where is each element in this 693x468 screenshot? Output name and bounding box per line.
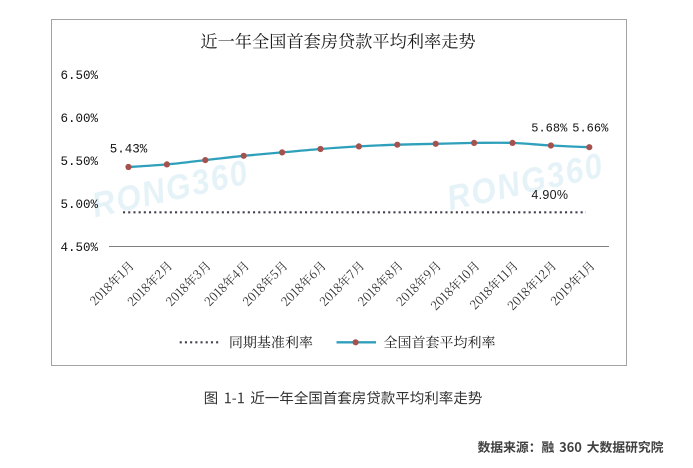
svg-text:4.90%: 4.90%	[531, 188, 568, 202]
svg-text:5.66%: 5.66%	[572, 122, 609, 136]
svg-text:5.68%: 5.68%	[531, 122, 568, 136]
svg-text:5.00%: 5.00%	[60, 198, 98, 212]
svg-text:6.00%: 6.00%	[60, 112, 98, 126]
svg-text:5.43%: 5.43%	[110, 142, 148, 156]
svg-text:RONG360: RONG360	[443, 146, 607, 219]
svg-text:5.50%: 5.50%	[60, 155, 98, 169]
svg-text:6.50%: 6.50%	[60, 69, 98, 83]
svg-text:4.50%: 4.50%	[60, 241, 98, 255]
